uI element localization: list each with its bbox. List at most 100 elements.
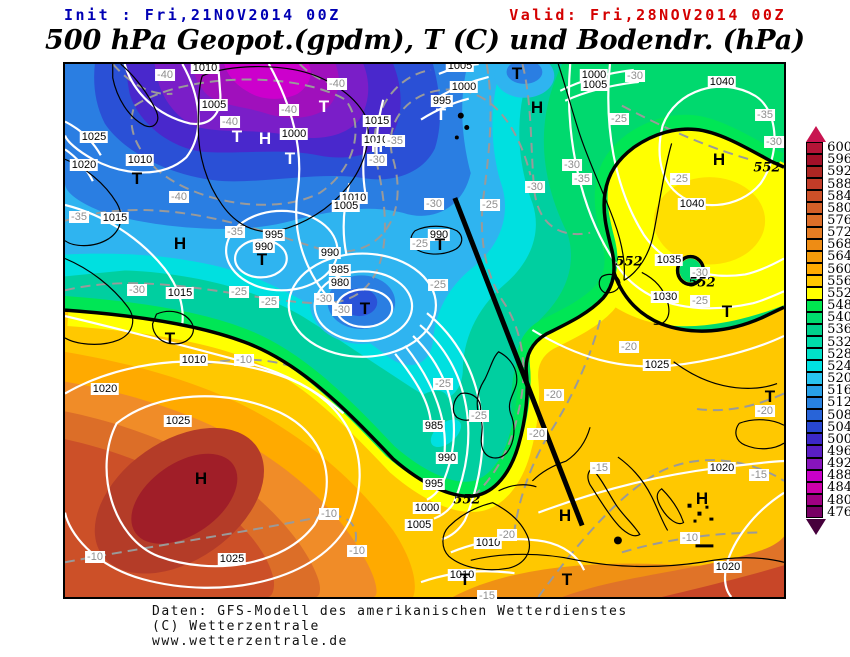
colorbar-row: 564 xyxy=(806,250,850,263)
colorbar-swatch xyxy=(806,481,824,495)
pressure-label: 1005 xyxy=(199,99,229,111)
colorbar-swatch xyxy=(806,360,824,373)
colorbar-row: 560 xyxy=(806,263,850,276)
colorbar-row: 508 xyxy=(806,407,850,423)
colorbar-value: 520 xyxy=(827,371,850,387)
temperature-label: -35 xyxy=(572,173,592,185)
pressure-label: 1040 xyxy=(677,198,707,210)
temperature-label: -25 xyxy=(469,410,489,422)
low-marker: T xyxy=(561,570,573,589)
colorbar-row: 492 xyxy=(806,457,850,470)
colorbar-swatch xyxy=(806,323,824,336)
geopotential-colorbar: 600 596 592 588 584 580 576 572 568 564 560 556 552 5… xyxy=(806,126,850,535)
colorbar-value: 500 xyxy=(827,431,850,447)
colorbar-row: 512 xyxy=(806,395,850,411)
colorbar-row: 476 xyxy=(806,506,850,519)
colorbar-row: 520 xyxy=(806,371,850,387)
temperature-label: -20 xyxy=(497,529,517,541)
colorbar-row: 536 xyxy=(806,322,850,338)
temperature-label: -25 xyxy=(259,296,279,308)
colorbar-value: 508 xyxy=(827,407,850,423)
pressure-label: 985 xyxy=(328,264,352,276)
high-marker: H xyxy=(194,469,208,488)
colorbar-swatch xyxy=(806,214,824,227)
colorbar-row: 576 xyxy=(806,214,850,227)
pressure-label: 1005 xyxy=(404,519,434,531)
pressure-label: 1015 xyxy=(100,212,130,224)
high-marker: H xyxy=(558,506,572,525)
temperature-label: -25 xyxy=(690,295,710,307)
temperature-label: -20 xyxy=(527,428,547,440)
pressure-label: 1000 xyxy=(449,81,479,93)
colorbar-swatch xyxy=(806,311,824,324)
colorbar-row: 600 xyxy=(806,140,850,156)
temperature-label: -25 xyxy=(410,238,430,250)
geopotential-label: 552 xyxy=(453,492,481,508)
colorbar-value: 600 xyxy=(827,140,850,156)
colorbar-value: 536 xyxy=(827,322,850,338)
temperature-label: -40 xyxy=(327,78,347,90)
colorbar-swatch xyxy=(806,299,824,312)
pressure-label: 1025 xyxy=(217,553,247,565)
colorbar-value: 488 xyxy=(827,468,850,484)
cross-section-line xyxy=(452,197,585,527)
temperature-label: -15 xyxy=(590,462,610,474)
low-marker: T xyxy=(434,235,446,254)
temperature-label: -30 xyxy=(625,70,645,82)
pressure-label: 990 xyxy=(252,241,276,253)
colorbar-arrow-up-icon xyxy=(806,126,826,142)
colorbar-bands: 600 596 592 588 584 580 576 572 568 564 560 556 552 5… xyxy=(806,140,850,519)
colorbar-value: 588 xyxy=(827,176,850,192)
pressure-label: 1020 xyxy=(707,462,737,474)
colorbar-value: 552 xyxy=(827,285,850,301)
valid-timestamp: Valid: Fri,28NOV2014 00Z xyxy=(509,6,786,24)
colorbar-swatch xyxy=(806,494,824,507)
colorbar-swatch xyxy=(806,275,824,288)
colorbar-swatch xyxy=(806,348,824,361)
temperature-label: -30 xyxy=(525,181,545,193)
colorbar-value: 516 xyxy=(827,383,850,399)
temperature-label: -20 xyxy=(619,341,639,353)
islands xyxy=(454,112,714,548)
temperature-label: -20 xyxy=(755,405,775,417)
temperature-label: -25 xyxy=(229,286,249,298)
colorbar-value: 568 xyxy=(827,237,850,253)
colorbar-swatch xyxy=(806,165,824,178)
temperature-label: -15 xyxy=(477,590,497,601)
footer-data-source: Daten: GFS-Modell des amerikanischen Wet… xyxy=(152,604,628,619)
temperature-label: -30 xyxy=(332,304,352,316)
weather-map: 1010 1005 1000 1025 1020 1010 1015 1010 1010 1005… xyxy=(63,62,788,601)
pressure-label: 1040 xyxy=(707,76,737,88)
colorbar-row: 524 xyxy=(806,360,850,373)
high-marker: H xyxy=(712,150,726,169)
temperature-label: -25 xyxy=(670,173,690,185)
high-marker: H xyxy=(258,129,272,148)
temperature-label: -35 xyxy=(385,135,405,147)
colorbar-value: 512 xyxy=(827,395,850,411)
colorbar-swatch xyxy=(806,287,824,300)
colorbar-value: 504 xyxy=(827,419,850,435)
pressure-label: 995 xyxy=(422,478,446,490)
pressure-label: 1020 xyxy=(713,561,743,573)
geopotential-label: 552 xyxy=(615,254,643,270)
low-marker: T xyxy=(231,127,243,146)
low-marker: T xyxy=(164,329,176,348)
temperature-label: -30 xyxy=(314,293,334,305)
colorbar-swatch xyxy=(806,469,824,482)
colorbar-row: 480 xyxy=(806,494,850,507)
colorbar-row: 528 xyxy=(806,348,850,361)
chart-title: 500 hPa Geopot.(gpdm), T (C) und Bodendr… xyxy=(44,25,806,56)
map-labels-layer: 1010 1005 1000 1025 1020 1010 1015 1010 1010 1005… xyxy=(65,64,788,601)
colorbar-swatch xyxy=(806,141,824,154)
colorbar-row: 484 xyxy=(806,481,850,495)
colorbar-row: 548 xyxy=(806,299,850,312)
pressure-label: 1005 xyxy=(580,79,610,91)
temperature-label: -40 xyxy=(279,104,299,116)
colorbar-swatch xyxy=(806,506,824,519)
low-marker: T xyxy=(256,250,268,269)
footer-url: www.wetterzentrale.de xyxy=(152,634,348,649)
colorbar-swatch xyxy=(806,153,824,166)
colorbar-swatch xyxy=(806,202,824,215)
colorbar-swatch xyxy=(806,372,824,385)
low-marker: T xyxy=(318,97,330,116)
